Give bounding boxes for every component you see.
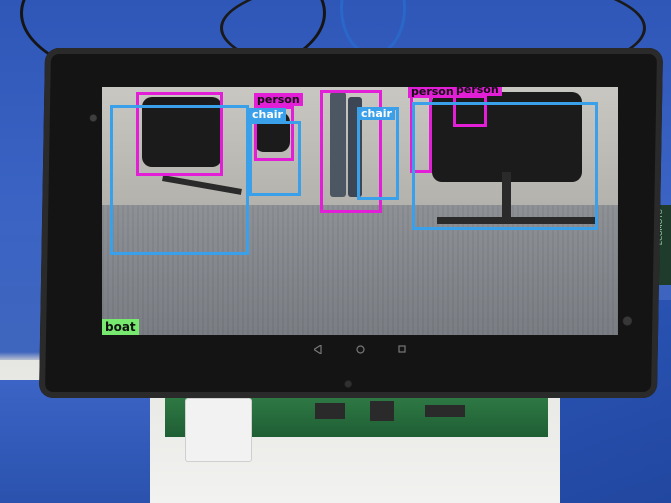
detection-box-chair xyxy=(110,105,249,255)
detection-box-chair xyxy=(412,102,598,230)
detection-label-chair: chair xyxy=(249,108,286,121)
scene-person-leg xyxy=(330,92,346,197)
pcb-chip xyxy=(425,405,465,417)
detection-label-chair: chair xyxy=(358,107,395,120)
detection-box-person xyxy=(254,106,294,161)
detection-box-person xyxy=(453,95,487,127)
detection-box-person xyxy=(320,90,382,213)
pcb-chip xyxy=(315,403,345,419)
detection-label-boat: boat xyxy=(102,319,139,335)
detection-box-chair xyxy=(357,107,399,200)
blue-mat-left xyxy=(0,380,150,503)
circle-home-icon[interactable] xyxy=(353,342,367,356)
ribbon-connector xyxy=(185,398,252,462)
detection-box-person xyxy=(136,92,223,176)
pcb-chip xyxy=(370,401,394,421)
camera-view: person chair chair person person boat xyxy=(102,87,618,335)
scene-chair xyxy=(142,97,222,167)
scene-chair-stem xyxy=(502,172,511,222)
scene-chair xyxy=(432,92,582,182)
scene-floor xyxy=(102,205,618,335)
detection-label-person: person xyxy=(408,87,457,98)
android-navigation-bar xyxy=(102,335,618,363)
triangle-back-icon[interactable] xyxy=(311,342,325,356)
scene-chair-base xyxy=(437,217,597,224)
detection-label-person: person xyxy=(254,93,303,106)
detection-label-person: person xyxy=(453,87,502,96)
square-recents-icon[interactable] xyxy=(395,342,409,356)
detection-box-chair xyxy=(249,121,301,196)
